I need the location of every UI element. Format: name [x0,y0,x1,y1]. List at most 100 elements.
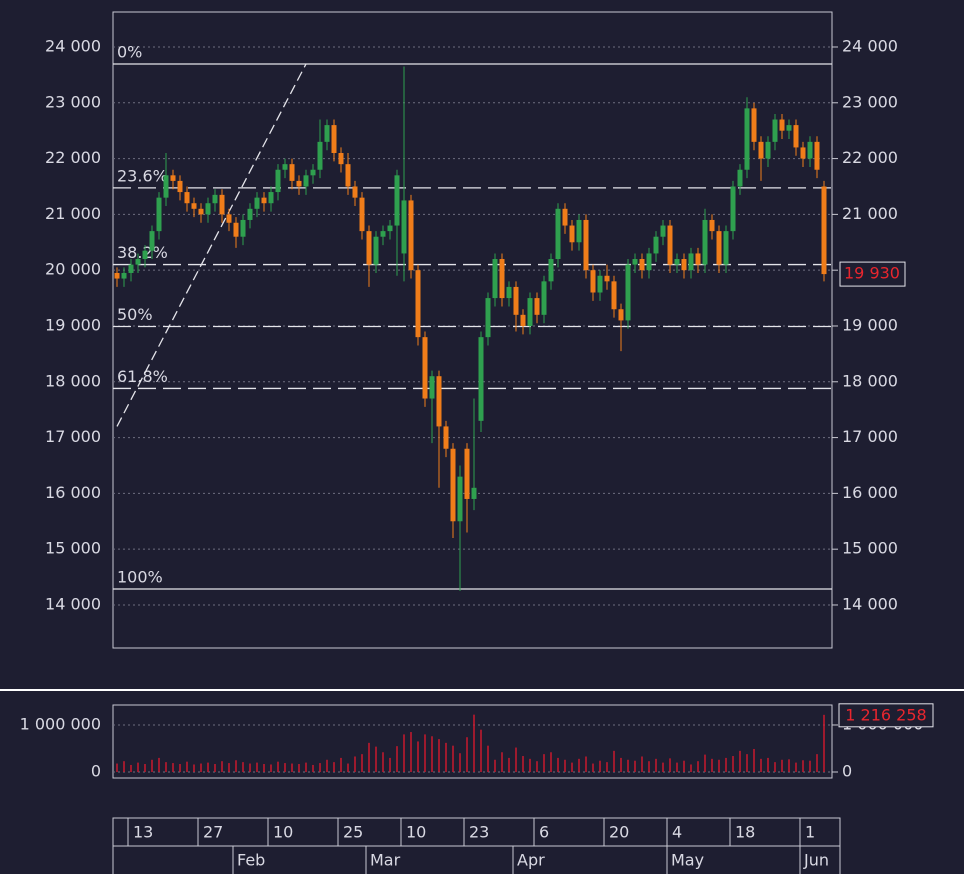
y-tick-label-left: 24 000 [45,36,101,55]
candle-body [758,141,764,159]
last-volume-box [838,703,934,728]
month-label: May [671,851,704,870]
candle-body [625,264,631,321]
candle-body [436,376,442,427]
month-label: Mar [370,851,401,870]
candle-body [268,192,274,204]
y-tick-label-right: 21 000 [842,204,898,223]
x-tick-label: 23 [469,823,489,842]
candle-body [408,200,414,271]
candle-body [765,141,771,159]
y-tick-label-left: 18 000 [45,371,101,390]
candle-body [604,275,610,282]
candle-body [555,208,561,260]
y-tick-label-left: 17 000 [45,427,101,446]
candle-body [793,125,799,148]
candle-body [303,175,309,187]
candle-body [373,236,379,265]
month-label: Feb [237,851,265,870]
time-axis-frame [112,817,841,874]
candle-body [457,476,463,522]
y-tick-label-left: 15 000 [45,539,101,558]
y-tick-label-left: 19 000 [45,315,101,334]
candle-body [240,219,246,237]
x-tick-label: 18 [735,823,755,842]
last-price-box [839,261,906,287]
candle-body [128,264,134,273]
candle-body [569,225,575,243]
candle-body [611,281,617,310]
x-tick-label: 10 [273,823,293,842]
candle-body [338,153,344,165]
fib-label: 38.2% [117,243,168,262]
candle-body [429,376,435,399]
candle-body [317,141,323,170]
candle-body [506,286,512,299]
candle-body [646,253,652,271]
volume-y-tick-label-left: 0 [91,762,101,781]
y-tick-label-right: 19 000 [842,315,898,334]
candle-body [415,270,421,338]
candle-body [520,314,526,326]
candle-body [310,169,316,176]
candle-body [639,259,645,271]
y-tick-label-left: 21 000 [45,204,101,223]
y-tick-label-left: 23 000 [45,92,101,111]
volume-frame [112,704,833,779]
x-tick-label: 6 [539,823,549,842]
candle-body [527,298,533,326]
candle-body [667,225,673,265]
y-tick-label-right: 14 000 [842,594,898,613]
candle-body [730,186,736,232]
y-tick-label-right: 23 000 [842,92,898,111]
y-tick-label-right: 17 000 [842,427,898,446]
candle-body [324,125,330,142]
candle-body [177,180,183,193]
candle-body [212,194,218,204]
candle-body [156,197,162,232]
candle-body [814,141,820,170]
candle-body [821,186,827,275]
candle-body [471,487,477,499]
candle-body [660,225,666,237]
candle-body [121,272,127,279]
trendline [116,63,307,427]
x-tick-label: 10 [406,823,426,842]
candle-body [513,286,519,315]
month-label: Apr [517,851,545,870]
y-tick-label-right: 22 000 [842,148,898,167]
last-price-label: 19 930 [844,264,900,283]
candle-body [359,197,365,232]
candle-body [499,259,505,299]
candle-body [632,259,638,265]
candle-body [702,219,708,265]
candle-body [590,270,596,293]
candle-body [541,281,547,315]
candle-body [618,309,624,321]
candle-body [282,164,288,170]
y-tick-label-right: 16 000 [842,483,898,502]
candle-body [345,164,351,187]
candle-body [296,180,302,187]
candle-body [709,219,715,232]
y-tick-label-left: 14 000 [45,594,101,613]
x-tick-label: 25 [343,823,363,842]
candle-body [485,298,491,338]
volume-y-tick-label-right: 0 [842,762,852,781]
candle-body [226,214,232,223]
candle-body [352,186,358,198]
candle-body [562,208,568,226]
candle-body [394,175,400,226]
price-frame [112,11,833,649]
candle-body [674,259,680,265]
candle-body [422,337,428,399]
fib-label: 0% [117,43,142,62]
candle-body [597,275,603,293]
candle-body [583,219,589,271]
candle-body [464,448,470,499]
candle-body [163,175,169,198]
last-volume-label: 1 216 258 [845,705,926,724]
fib-label: 23.6% [117,166,168,185]
candle-body [387,225,393,232]
y-tick-label-left: 16 000 [45,483,101,502]
